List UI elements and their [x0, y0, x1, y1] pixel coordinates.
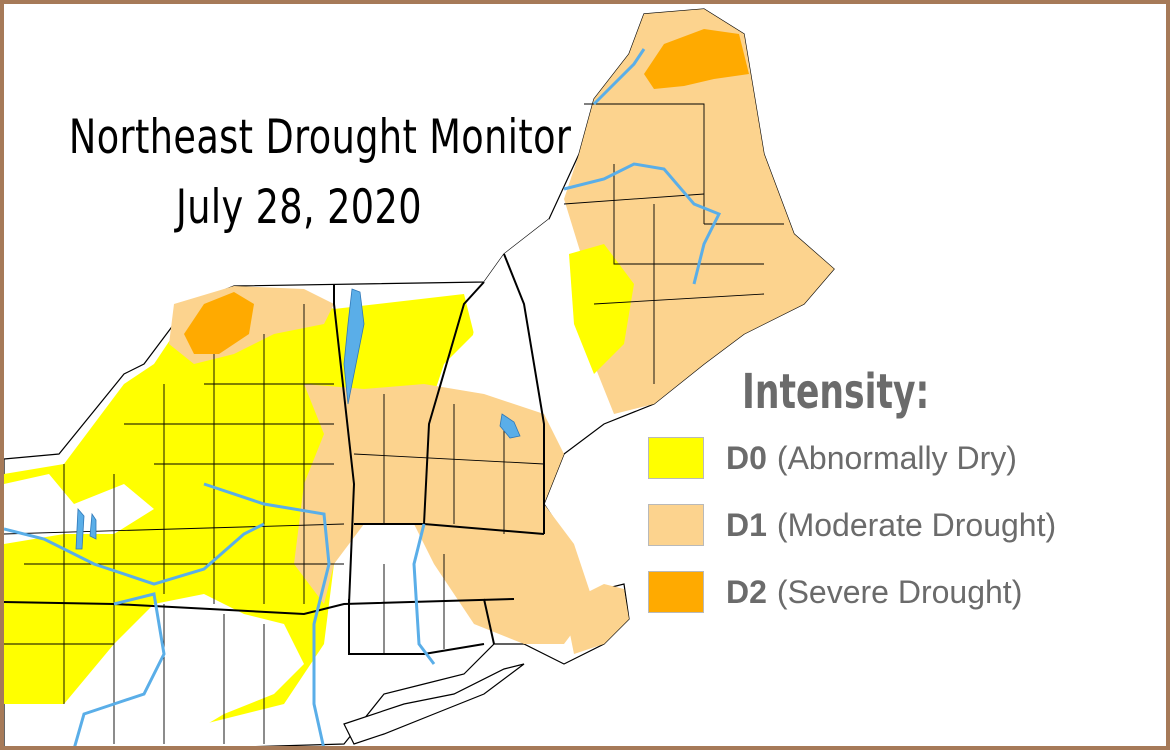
river-connecticut [412, 523, 436, 665]
d2-region-maine [644, 29, 749, 89]
finger-lake-1 [75, 507, 85, 550]
drought-map [4, 4, 1166, 746]
no-drought-patch-ny [4, 474, 154, 544]
legend-item-d0: D0 (Abnormally Dry) [648, 436, 1017, 480]
no-drought-patch-nh [469, 219, 584, 434]
county-lines [4, 103, 784, 744]
river-st-john [592, 48, 646, 106]
long-island [343, 663, 525, 745]
legend-code-d0: D0 [726, 439, 767, 476]
legend-code-d2: D2 [726, 573, 767, 610]
legend-swatch-d2 [648, 571, 704, 613]
rivers [4, 48, 722, 746]
river-hudson-delaware [203, 482, 331, 746]
no-drought-patch-nj [94, 594, 304, 744]
state-borders [4, 253, 545, 655]
border-ny-vt [333, 284, 356, 605]
legend-label-d2: (Severe Drought) [776, 573, 1023, 610]
legend-swatch-d1 [648, 504, 704, 546]
legend-item-d1: D1 (Moderate Drought) [648, 503, 1056, 547]
legend-swatch-d0 [648, 437, 704, 479]
lakes [75, 288, 521, 550]
border-ct [348, 599, 485, 655]
river-susquehanna [73, 592, 166, 746]
legend-code-d1: D1 [726, 506, 767, 543]
legend-title: Intensity: [742, 364, 930, 420]
lake-champlain [343, 288, 365, 405]
border-nh-me [503, 253, 545, 534]
d1-region-vt-ma [294, 384, 594, 644]
legend-item-d2: D2 (Severe Drought) [648, 570, 1022, 614]
river-mohawk [4, 522, 265, 586]
border-vt-nh [423, 281, 485, 525]
legend-label-d0: (Abnormally Dry) [776, 439, 1017, 476]
border-ny-pa [4, 598, 515, 616]
d2-region-ny [184, 292, 254, 354]
d1-region-cape [564, 584, 629, 654]
legend-label-d1: (Moderate Drought) [776, 506, 1057, 543]
d1-region-maine [564, 9, 834, 414]
lake-winnipesaukee [499, 413, 521, 439]
map-title: Northeast Drought Monitor [68, 110, 572, 165]
river-maine [563, 162, 722, 285]
border-ct-ri [483, 598, 495, 645]
map-date: July 28, 2020 [176, 180, 422, 235]
finger-lake-2 [89, 512, 97, 540]
d0-region-maine-west [569, 244, 634, 374]
